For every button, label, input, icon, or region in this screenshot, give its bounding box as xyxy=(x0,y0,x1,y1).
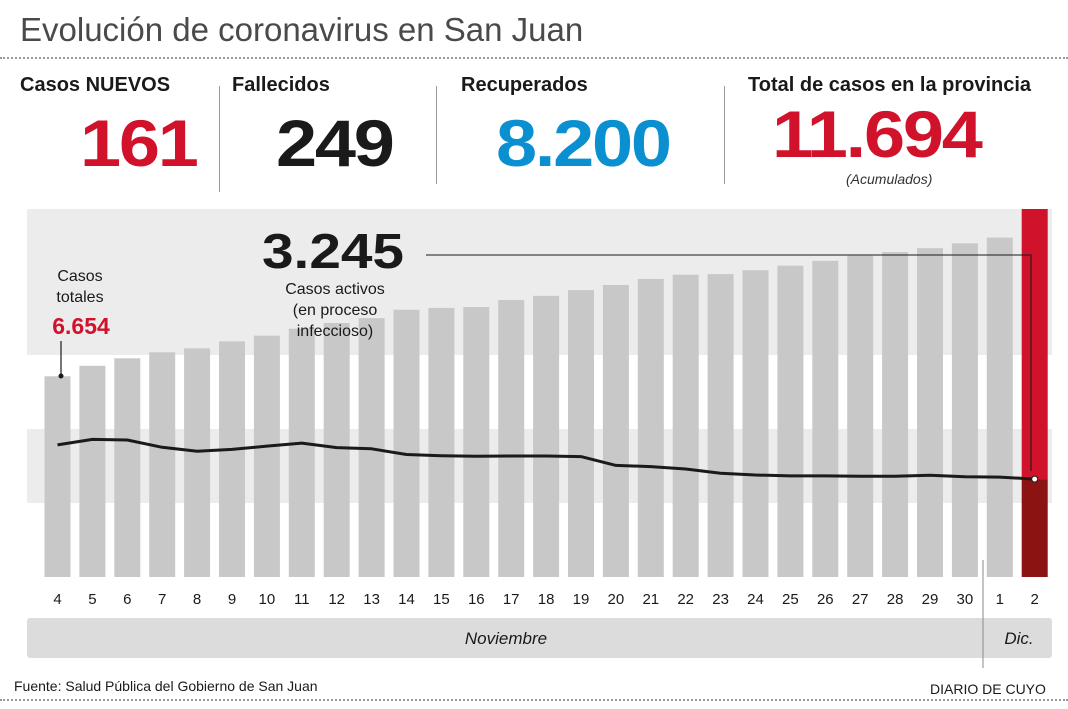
bar-total-11 xyxy=(288,328,315,577)
credit: DIARIO DE CUYO xyxy=(930,681,1046,697)
bar-total-17 xyxy=(498,300,525,577)
bar-total-6 xyxy=(114,358,141,577)
x-tick-label: 17 xyxy=(503,591,520,608)
x-tick-label: 9 xyxy=(228,591,236,608)
bar-total-23 xyxy=(707,274,734,577)
x-tick-label: 2 xyxy=(1031,591,1039,608)
bar-total-24 xyxy=(742,270,769,577)
recovered-label: Recuperados xyxy=(461,74,588,96)
x-tick-label: 5 xyxy=(88,591,96,608)
active-label-3: infeccioso) xyxy=(297,323,373,340)
bar-total-21 xyxy=(637,278,664,577)
total-start-label-2: totales xyxy=(56,289,103,306)
bars-group xyxy=(44,209,1048,578)
active-cases-line xyxy=(57,437,1039,483)
x-tick-label: 4 xyxy=(53,591,61,608)
x-tick-label: 6 xyxy=(123,591,131,608)
bar-active-2 xyxy=(1021,479,1048,577)
bar-total-5 xyxy=(79,365,106,577)
bar-total-8 xyxy=(184,348,211,577)
active-cases-series-line xyxy=(57,437,1035,481)
bar-total-29 xyxy=(917,248,943,577)
bar-total-4 xyxy=(44,376,71,577)
total-start-value: 6.654 xyxy=(52,313,110,339)
bar-total-22 xyxy=(672,274,699,577)
x-tick-label: 14 xyxy=(398,591,415,608)
x-tick-label: 12 xyxy=(328,591,345,608)
x-tick-label: 1 xyxy=(996,591,1004,608)
bar-total-30 xyxy=(951,243,978,577)
x-tick-label: 16 xyxy=(468,591,485,608)
stat-separator xyxy=(436,86,437,184)
total-note: (Acumulados) xyxy=(846,171,933,187)
new-cases-label: Casos NUEVOS xyxy=(20,74,171,96)
bar-total-18 xyxy=(533,295,560,577)
x-tick-label: 15 xyxy=(433,591,450,608)
x-tick-label: 21 xyxy=(642,591,659,608)
recovered-value: 8.200 xyxy=(496,106,672,180)
active-cases-end-point xyxy=(1031,475,1039,483)
stat-separator xyxy=(724,86,725,184)
bar-total-9 xyxy=(219,341,245,577)
x-tick-label: 13 xyxy=(363,591,380,608)
x-tick-label: 22 xyxy=(677,591,694,608)
x-tick-label: 30 xyxy=(957,591,974,608)
x-tick-label: 23 xyxy=(712,591,729,608)
chart-annotations: Casos totales 6.654 3.245 Casos activos … xyxy=(27,225,1052,668)
bar-total-28 xyxy=(882,252,909,578)
bar-total-19 xyxy=(568,290,594,577)
deaths-label: Fallecidos xyxy=(232,74,330,96)
bar-total-1 xyxy=(986,237,1013,577)
stat-separator xyxy=(219,86,220,192)
bar-total-12 xyxy=(323,322,350,577)
month-label-november: Noviembre xyxy=(465,629,547,648)
x-tick-label: 10 xyxy=(259,591,276,608)
active-label-1: Casos activos xyxy=(285,281,385,298)
x-tick-label: 25 xyxy=(782,591,799,608)
bar-total-20 xyxy=(602,284,629,577)
chart-title: Evolución de coronavirus en San Juan xyxy=(20,11,584,48)
bar-total-16 xyxy=(463,307,490,577)
bar-total-10 xyxy=(253,335,280,577)
x-tick-label: 24 xyxy=(747,591,764,608)
source-note: Fuente: Salud Pública del Gobierno de Sa… xyxy=(14,678,318,694)
x-tick-label: 11 xyxy=(294,591,310,608)
total-start-label-1: Casos xyxy=(57,268,102,285)
x-tick-label: 19 xyxy=(573,591,590,608)
x-tick-label: 28 xyxy=(887,591,904,608)
x-tick-label: 18 xyxy=(538,591,555,608)
total-label: Total de casos en la provincia xyxy=(748,74,1032,96)
bar-total-15 xyxy=(428,307,455,577)
x-tick-label: 8 xyxy=(193,591,201,608)
total-value: 11.694 xyxy=(772,97,983,171)
month-label-december: Dic. xyxy=(1004,629,1033,648)
month-band xyxy=(27,618,1052,658)
x-tick-label: 20 xyxy=(608,591,625,608)
active-value: 3.245 xyxy=(262,225,404,279)
deaths-value: 249 xyxy=(276,106,395,180)
x-axis-ticks: 4 5 6 7 8 9 10 11 12 13 14 15 16 17 18 19 20 21 22 23 24 25 26… xyxy=(53,591,1039,608)
bar-total-25 xyxy=(777,265,804,577)
bar-total-7 xyxy=(149,352,176,577)
x-tick-label: 7 xyxy=(158,591,166,608)
bottom-divider xyxy=(0,699,1068,701)
x-tick-label: 29 xyxy=(922,591,939,608)
bar-total-14 xyxy=(393,309,420,577)
x-tick-label: 27 xyxy=(852,591,869,608)
active-leader xyxy=(426,254,1032,471)
new-cases-value: 161 xyxy=(80,106,199,180)
top-divider xyxy=(0,57,1068,59)
total-start-dot xyxy=(58,373,64,379)
bar-total-2 xyxy=(1021,209,1048,480)
x-tick-label: 26 xyxy=(817,591,834,608)
bar-total-27 xyxy=(847,255,874,577)
active-label-2: (en proceso xyxy=(293,302,378,319)
bar-total-26 xyxy=(812,260,839,577)
